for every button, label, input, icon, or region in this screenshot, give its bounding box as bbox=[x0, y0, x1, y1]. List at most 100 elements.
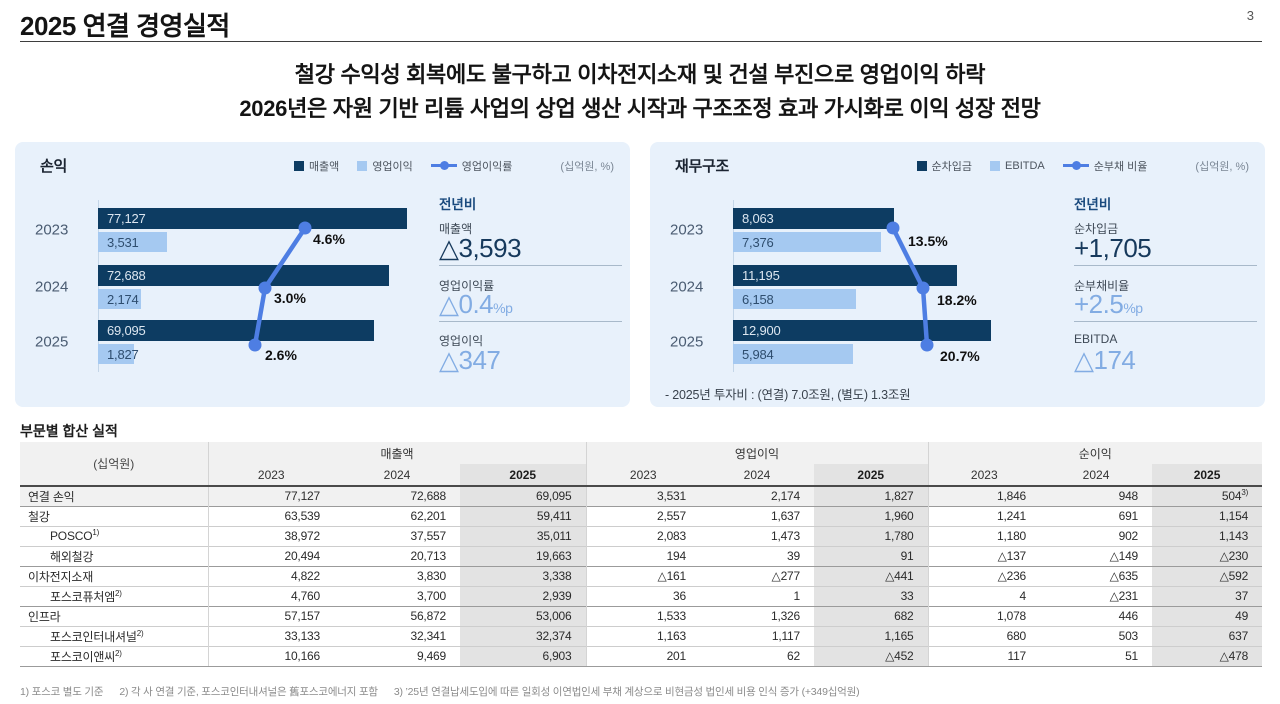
yoy-metric-label: 매출액 bbox=[439, 222, 473, 236]
yoy-metric-label: 영업이익 bbox=[439, 334, 484, 348]
year-header: 2024 bbox=[1040, 464, 1153, 487]
table-row-consolidated: 연결 손익 77,127 72,688 69,095 3,531 2,174 1,827… bbox=[20, 485, 1263, 506]
footnote-2: 2) 각 사 연결 기준, 포스코인터내셔널은 舊포스코에너지 포함 bbox=[119, 686, 378, 698]
ebitda-swatch-icon bbox=[990, 160, 1001, 171]
title-divider bbox=[20, 41, 1262, 42]
year-label: 2023 bbox=[670, 221, 704, 239]
line-marker-icon bbox=[1062, 161, 1089, 170]
revenue-bar-2023: 77,127 bbox=[98, 208, 407, 229]
yoy-metric-value: △3,593 bbox=[439, 233, 522, 263]
finance-yoy-summary: 전년비 순차입금 +1,705 순부채비율 +2.5%p EBITDA △174 bbox=[1074, 193, 1257, 393]
bar-value-label: 72,688 bbox=[107, 268, 146, 283]
net-debt-bar-2023: 8,063 bbox=[733, 208, 894, 229]
legend-item-net-debt: 순차입금 bbox=[916, 158, 972, 174]
profit-panel-header: 손익 매출액 영업이익 영업이익률 (십억원, %) bbox=[40, 155, 614, 176]
unit-header: (십억원) bbox=[20, 442, 208, 487]
table-row-battery-materials: 이차전지소재 4,822 3,830 3,338 △161 △277 △441 △236… bbox=[20, 565, 1263, 586]
legend-item-operating-profit: 영업이익 bbox=[357, 158, 413, 174]
yoy-metric-label: EBITDA bbox=[1074, 332, 1118, 346]
summary-divider bbox=[1074, 321, 1257, 322]
operating-profit-swatch-icon bbox=[357, 160, 368, 171]
chart-group-2024: 2024 72,688 2,174 bbox=[35, 265, 605, 309]
profit-panel-title: 손익 bbox=[40, 158, 68, 175]
operating-profit-bar-2023: 3,531 bbox=[98, 232, 167, 252]
year-header: 2023 bbox=[585, 464, 700, 487]
finance-panel-header: 재무구조 순차입금 EBITDA 순부채 비율 (십억원, %) bbox=[675, 155, 1249, 176]
table-title: 부문별 합산 실적 bbox=[20, 423, 118, 439]
capex-note: - 2025년 투자비 : (연결) 7.0조원, (별도) 1.3조원 bbox=[665, 388, 911, 402]
units-label: (십억원, %) bbox=[560, 160, 614, 173]
bar-value-label: 2,174 bbox=[107, 291, 139, 307]
yoy-metric-value: △347 bbox=[439, 345, 501, 375]
year-header-current: 2025 bbox=[1152, 464, 1263, 487]
finance-panel-title: 재무구조 bbox=[675, 158, 730, 175]
net-debt-ratio-label-2024: 18.2% bbox=[937, 292, 977, 308]
footnotes: 1) 포스코 별도 기준 2) 각 사 연결 기준, 포스코인터내셔널은 舊포스… bbox=[20, 684, 860, 699]
year-header: 2023 bbox=[927, 464, 1041, 487]
financial-structure-panel: 재무구조 순차입금 EBITDA 순부채 비율 (십억원, %) 2023 8,… bbox=[650, 142, 1265, 407]
group-header-net-income: 순이익 bbox=[927, 442, 1263, 464]
legend-item-ebitda: EBITDA bbox=[990, 160, 1045, 172]
page-number: 3 bbox=[1246, 8, 1254, 23]
table-row-steel: 철강 63,539 62,201 59,411 2,557 1,637 1,960 1,… bbox=[20, 505, 1263, 526]
bar-value-label: 77,127 bbox=[107, 211, 146, 226]
year-header-current: 2025 bbox=[460, 464, 586, 487]
yoy-metric-value: △0.4%p bbox=[439, 289, 513, 319]
line-marker-icon bbox=[430, 161, 457, 170]
net-debt-bar-2025: 12,900 bbox=[733, 320, 991, 341]
profit-loss-panel: 손익 매출액 영업이익 영업이익률 (십억원, %) 2023 77,127 3… bbox=[15, 142, 630, 407]
bar-value-label: 1,827 bbox=[107, 346, 139, 362]
group-header-operating-profit: 영업이익 bbox=[585, 442, 929, 464]
chart-group-2023: 2023 77,127 3,531 bbox=[35, 208, 605, 252]
summary-divider bbox=[439, 321, 622, 322]
headline-line-1: 철강 수익성 회복에도 불구하고 이차전지소재 및 건설 부진으로 영업이익 하… bbox=[294, 62, 986, 87]
revenue-swatch-icon bbox=[293, 160, 304, 171]
yoy-metric-value: △174 bbox=[1074, 345, 1136, 375]
year-header: 2023 bbox=[207, 464, 334, 487]
year-label: 2024 bbox=[670, 278, 704, 296]
legend-item-net-debt-ratio: 순부채 비율 bbox=[1062, 158, 1147, 174]
bar-value-label: 3,531 bbox=[107, 234, 139, 250]
group-header-revenue: 매출액 bbox=[207, 442, 586, 464]
ebitda-bar-2024: 6,158 bbox=[733, 289, 856, 309]
net-debt-ratio-label-2025: 20.7% bbox=[940, 348, 980, 364]
bar-value-label: 8,063 bbox=[742, 211, 774, 226]
summary-divider bbox=[439, 265, 622, 266]
yoy-metric-label: 순차입금 bbox=[1074, 222, 1119, 236]
table-row-posco-enc: 포스코이앤씨2) 10,166 9,469 6,903 201 62 △452 117 5… bbox=[20, 645, 1263, 667]
operating-margin-label-2023: 4.6% bbox=[313, 231, 345, 247]
table-row-overseas-steel: 해외철강 20,494 20,713 19,663 194 39 91 △137 △149… bbox=[20, 545, 1263, 566]
year-label: 2025 bbox=[35, 333, 69, 351]
legend-item-revenue: 매출액 bbox=[293, 158, 339, 174]
chart-group-2023: 2023 8,063 7,376 bbox=[670, 208, 1240, 252]
units-label: (십억원, %) bbox=[1195, 160, 1249, 173]
table-row-infra: 인프라 57,157 56,872 53,006 1,533 1,326 682 1,0… bbox=[20, 605, 1263, 626]
yoy-metric-value: +2.5%p bbox=[1074, 289, 1143, 319]
net-debt-bar-2024: 11,195 bbox=[733, 265, 957, 286]
yoy-metric-label: 순부채비율 bbox=[1074, 279, 1130, 293]
operating-margin-label-2024: 3.0% bbox=[274, 290, 306, 306]
page-title: 2025 연결 경영실적 bbox=[20, 11, 230, 41]
footnote-1: 1) 포스코 별도 기준 bbox=[20, 686, 104, 698]
table-year-header-row: 2023 2024 2025 2023 2024 2025 2023 2024 … bbox=[20, 464, 1263, 487]
year-header: 2024 bbox=[700, 464, 814, 487]
chart-axis bbox=[733, 200, 734, 372]
year-label: 2024 bbox=[35, 278, 69, 296]
bar-value-label: 7,376 bbox=[742, 234, 774, 250]
legend-item-operating-margin: 영업이익률 bbox=[430, 158, 512, 174]
operating-margin-label-2025: 2.6% bbox=[265, 347, 297, 363]
bar-value-label: 11,195 bbox=[742, 268, 780, 283]
year-header: 2024 bbox=[334, 464, 460, 487]
yoy-header: 전년비 bbox=[1074, 197, 1112, 212]
net-debt-swatch-icon bbox=[916, 160, 927, 171]
ebitda-bar-2023: 7,376 bbox=[733, 232, 881, 252]
profit-legend: 매출액 영업이익 영업이익률 bbox=[293, 158, 512, 174]
table-row-posco: POSCO1) 38,972 37,557 35,011 2,083 1,473 1,7… bbox=[20, 525, 1263, 546]
yoy-metric-label: 영업이익률 bbox=[439, 279, 495, 293]
year-header-current: 2025 bbox=[814, 464, 929, 487]
yoy-header: 전년비 bbox=[439, 197, 477, 212]
finance-legend: 순차입금 EBITDA 순부채 비율 bbox=[916, 158, 1147, 174]
operating-profit-bar-2024: 2,174 bbox=[98, 289, 141, 309]
chart-axis bbox=[98, 200, 99, 372]
